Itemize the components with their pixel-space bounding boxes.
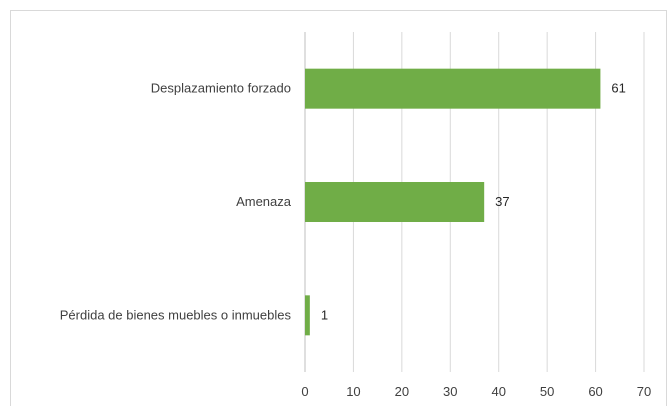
x-tick-label-3: 30 bbox=[443, 384, 457, 399]
x-tick-label-4: 40 bbox=[491, 384, 505, 399]
data-label-1: 37 bbox=[495, 194, 509, 209]
x-tick-label-5: 50 bbox=[540, 384, 554, 399]
bar-1 bbox=[305, 182, 485, 222]
category-label-1: Amenaza bbox=[236, 194, 292, 209]
chart-frame bbox=[10, 10, 667, 406]
bar-0 bbox=[305, 68, 601, 109]
x-tick-label-7: 70 bbox=[637, 384, 651, 399]
data-label-2: 1 bbox=[321, 307, 328, 322]
x-tick-label-6: 60 bbox=[588, 384, 602, 399]
x-tick-label-0: 0 bbox=[301, 384, 308, 399]
data-label-0: 61 bbox=[611, 81, 625, 96]
x-tick-label-1: 10 bbox=[346, 384, 360, 399]
category-label-0: Desplazamiento forzado bbox=[151, 81, 291, 96]
bar-2 bbox=[305, 295, 310, 336]
x-tick-label-2: 20 bbox=[395, 384, 409, 399]
category-label-2: Pérdida de bienes muebles o inmuebles bbox=[60, 307, 292, 322]
